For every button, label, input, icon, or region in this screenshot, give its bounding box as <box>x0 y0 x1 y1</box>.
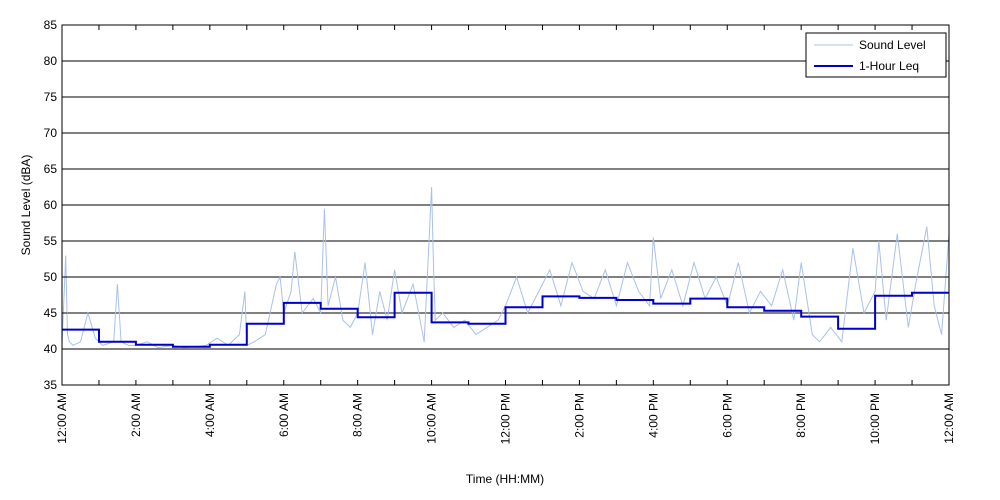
y-axis-ticks: 35 40 45 50 55 60 65 70 75 80 85 <box>44 18 949 392</box>
series-1hour-leq-step <box>62 291 949 348</box>
legend-box <box>805 32 947 78</box>
x-tick-label: 10:00 PM <box>868 393 882 444</box>
y-tick-label: 60 <box>44 198 58 212</box>
y-tick-label: 70 <box>44 126 58 140</box>
x-axis-label: Time (HH:MM) <box>466 472 544 486</box>
x-axis-ticks: 12:00 AM 2:00 AM 4:00 AM 6:00 AM 8:00 AM 10:0… <box>55 25 956 444</box>
y-tick-label: 75 <box>44 90 58 104</box>
x-tick-label: 8:00 PM <box>794 393 808 438</box>
x-tick-label: 6:00 PM <box>720 393 734 438</box>
x-tick-label: 2:00 AM <box>129 393 143 437</box>
legend: Sound Level 1-Hour Leq <box>805 32 947 78</box>
y-tick-label: 35 <box>44 378 58 392</box>
x-tick-label: 12:00 AM <box>55 393 69 444</box>
y-tick-label: 45 <box>44 306 58 320</box>
x-tick-label: 10:00 AM <box>425 393 439 444</box>
y-tick-label: 80 <box>44 54 58 68</box>
y-tick-label: 50 <box>44 270 58 284</box>
y-tick-label: 85 <box>44 18 58 32</box>
x-tick-label: 4:00 PM <box>646 393 660 438</box>
x-tick-label: 6:00 AM <box>277 393 291 437</box>
x-tick-label: 12:00 PM <box>499 393 513 444</box>
y-tick-label: 55 <box>44 234 58 248</box>
y-tick-label: 65 <box>44 162 58 176</box>
y-tick-label: 40 <box>44 342 58 356</box>
y-axis-label: Sound Level (dBA) <box>19 155 33 256</box>
legend-label-1hour-leq: 1-Hour Leq <box>859 59 919 73</box>
x-tick-label: 8:00 AM <box>351 393 365 437</box>
legend-label-sound-level: Sound Level <box>859 38 926 52</box>
x-tick-label: 4:00 AM <box>203 393 217 437</box>
x-tick-label: 2:00 PM <box>572 393 586 438</box>
plot-area <box>61 186 950 349</box>
x-tick-label: 12:00 AM <box>942 393 956 444</box>
